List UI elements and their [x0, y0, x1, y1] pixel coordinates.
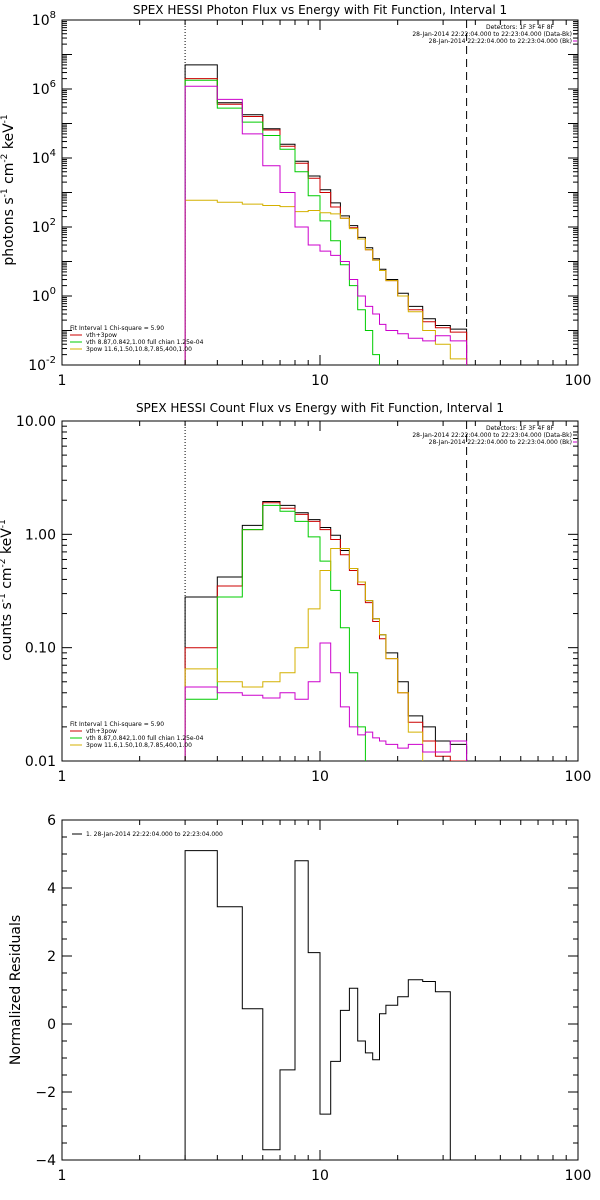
series-line-vth-3pow: [184, 502, 468, 761]
x-tick-label: 100: [565, 373, 592, 389]
legend-entry: vth 8.87,0.842,1.00 full chian 1.25e-04: [86, 735, 204, 742]
series-line-bk: [184, 85, 468, 365]
y-tick-label: 0.01: [25, 754, 56, 770]
y-tick-label: 2: [47, 949, 56, 965]
series-group: [184, 421, 468, 761]
x-tick-label: 10: [311, 769, 329, 785]
x-tick-label: 10: [311, 373, 329, 389]
residuals-y-axis-label: Normalized Residuals: [8, 915, 24, 1065]
series-line-vth-3pow: [184, 78, 468, 365]
x-tick-label: 1: [58, 373, 67, 389]
count-flux-panel: SPEX HESSI Count Flux vs Energy with Fit…: [0, 401, 592, 785]
residuals-panel: 1 10 100 −4 −2 0 2 4 6 Normalized Residuals 1. 2…: [8, 813, 592, 1184]
photon-chart-title: SPEX HESSI Photon Flux vs Energy with Fi…: [133, 3, 507, 17]
detector-annotation-line: 28-Jan-2014 22:22:04.000 to 22:23:04.000…: [412, 31, 572, 38]
legend-entry: vth+3pow: [86, 728, 117, 735]
series-line-bk: [184, 642, 468, 761]
photon-y-axis-label: photons s-1 cm-2 keV-1: [0, 114, 17, 265]
y-tick-label: 108: [32, 10, 56, 29]
y-tick-label: 104: [32, 148, 56, 167]
count-chart-title: SPEX HESSI Count Flux vs Energy with Fit…: [136, 401, 504, 415]
x-tick-label: 10: [311, 1168, 329, 1184]
detector-annotation-line: 28-Jan-2014 22:22:04.000 to 22:23:04.000…: [429, 38, 572, 45]
y-tick-label: 0: [47, 1017, 56, 1033]
series-line-vth: [184, 504, 366, 761]
x-tick-label: 100: [565, 1168, 592, 1184]
series-group: [184, 850, 451, 1160]
y-tick-label: 0.10: [25, 641, 56, 657]
y-tick-label: −4: [35, 1153, 56, 1169]
series-line-3pow: [184, 548, 424, 761]
series-group: [184, 20, 468, 365]
x-tick-label: 1: [58, 769, 67, 785]
x-tick-label: 1: [58, 1168, 67, 1184]
legend-entry: 3pow 11.6,1.50,10.8,7.85,400,1.00: [86, 742, 192, 749]
legend-entry: 3pow 11.6,1.50,10.8,7.85,400,1.00: [86, 346, 192, 353]
svg-text:photons s-1 cm-2 keV-1: photons s-1 cm-2 keV-1: [0, 114, 17, 265]
series-line-data-bk: [184, 64, 468, 365]
y-tick-label: −2: [35, 1085, 56, 1101]
y-tick-label: 6: [47, 813, 56, 829]
y-tick-label: 10.00: [16, 414, 56, 430]
y-tick-label: 106: [32, 79, 56, 98]
photon-flux-panel: SPEX HESSI Photon Flux vs Energy with Fi…: [0, 3, 592, 389]
y-tick-label: 102: [32, 217, 56, 236]
y-tick-label: 10-2: [28, 355, 56, 374]
legend-entry: 1. 28-Jan-2014 22:22:04.000 to 22:23:04.…: [86, 831, 223, 838]
x-tick-label: 100: [565, 769, 592, 785]
count-y-axis-label: counts s-1 cm-2 keV-1: [0, 519, 15, 661]
legend-entry: vth+3pow: [86, 332, 117, 339]
detector-annotation-line: 28-Jan-2014 22:22:04.000 to 22:23:04.000…: [412, 432, 572, 439]
series-line-3pow: [184, 199, 468, 365]
series-line-residual: [184, 850, 451, 1160]
y-tick-label: 4: [47, 881, 56, 897]
series-line-vth: [184, 79, 380, 365]
svg-text:counts s-1 cm-2 keV-1: counts s-1 cm-2 keV-1: [0, 519, 15, 661]
y-tick-label: 100: [32, 286, 56, 305]
detector-annotation-line: Detectors: 1F 3F 4F 8F: [486, 24, 555, 31]
detector-annotation-line: 28-Jan-2014 22:22:04.000 to 22:23:04.000…: [429, 439, 572, 446]
legend-header: Fit Interval 1 Chi-square = 5.90: [70, 721, 164, 728]
legend-header: Fit Interval 1 Chi-square = 5.90: [70, 325, 164, 332]
y-tick-label: 1.00: [25, 527, 56, 543]
detector-annotation-line: Detectors: 1F 3F 4F 8F: [486, 425, 555, 432]
legend-entry: vth 8.87,0.842,1.00 full chian 1.25e-04: [86, 339, 204, 346]
